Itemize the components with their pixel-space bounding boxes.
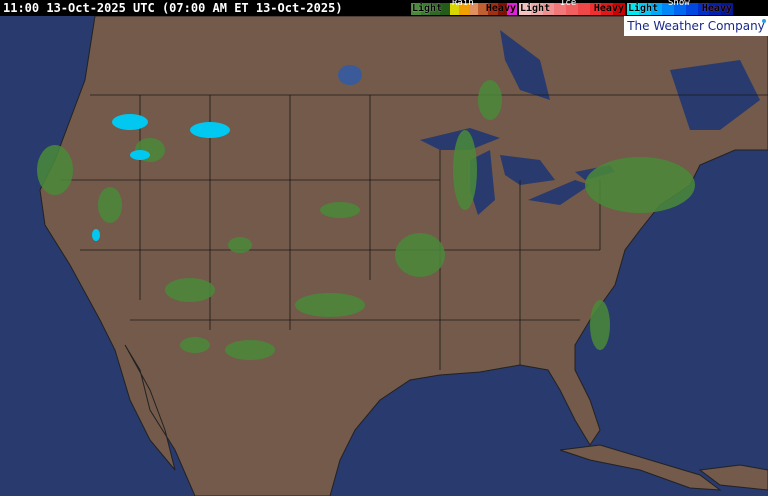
legend-swatch — [519, 3, 531, 15]
legend-swatch — [468, 3, 479, 15]
legend-light-label: Light — [628, 3, 659, 14]
legend-heavy-label: Heavy — [701, 3, 732, 14]
legend-swatch — [650, 3, 663, 15]
legend-swatch — [530, 3, 543, 15]
precip-ice — [338, 65, 362, 85]
legend-swatch — [449, 3, 460, 15]
legend-title: Snow — [668, 0, 690, 8]
legend-light-label: Light — [412, 3, 443, 14]
brand-logo: The Weather Company — [624, 16, 768, 36]
legend-heavy-label: Heavy — [593, 3, 624, 14]
legend-swatch — [439, 3, 450, 15]
timestamp: 11:00 13-Oct-2025 UTC (07:00 AM ET 13-Oc… — [3, 1, 343, 15]
hispaniola — [698, 464, 768, 491]
legend-heavy-label: Heavy — [485, 3, 516, 14]
legend-swatch — [411, 3, 421, 15]
legend-swatch — [420, 3, 431, 15]
legend-title: Ice — [560, 0, 577, 8]
brand-dot-icon — [762, 19, 766, 23]
legend-swatch — [478, 3, 489, 15]
brand-text: The Weather Company — [627, 19, 765, 33]
legend-swatch — [721, 3, 734, 15]
legend-title: Rain — [452, 0, 474, 8]
cuba — [559, 444, 722, 491]
legend-swatch — [554, 3, 567, 15]
legend-swatch — [613, 3, 626, 15]
legend-rain: Light Heavy Rain — [411, 0, 518, 15]
legend-swatch — [674, 3, 686, 15]
legend-swatch — [566, 3, 578, 15]
legend-swatch — [459, 3, 469, 15]
legend-swatch — [685, 3, 698, 15]
legend-swatch — [662, 3, 675, 15]
legend-ice: Light Heavy Ice — [519, 0, 626, 15]
legend-swatch — [542, 3, 555, 15]
legend-swatch — [589, 3, 602, 15]
precip-rain — [37, 80, 695, 360]
legend-swatch — [497, 3, 508, 15]
legend-swatch — [601, 3, 614, 15]
legend-swatch — [697, 3, 710, 15]
legend-swatch — [488, 3, 498, 15]
legend-swatch — [430, 3, 440, 15]
legend-swatch — [577, 3, 590, 15]
precip-snow — [92, 114, 230, 241]
legend-snow: Light Heavy Snow — [627, 0, 734, 15]
legend-swatch — [627, 3, 639, 15]
legend-light-label: Light — [520, 3, 551, 14]
legend-swatch — [709, 3, 722, 15]
legend-swatch — [507, 3, 518, 15]
legend-swatch — [638, 3, 651, 15]
